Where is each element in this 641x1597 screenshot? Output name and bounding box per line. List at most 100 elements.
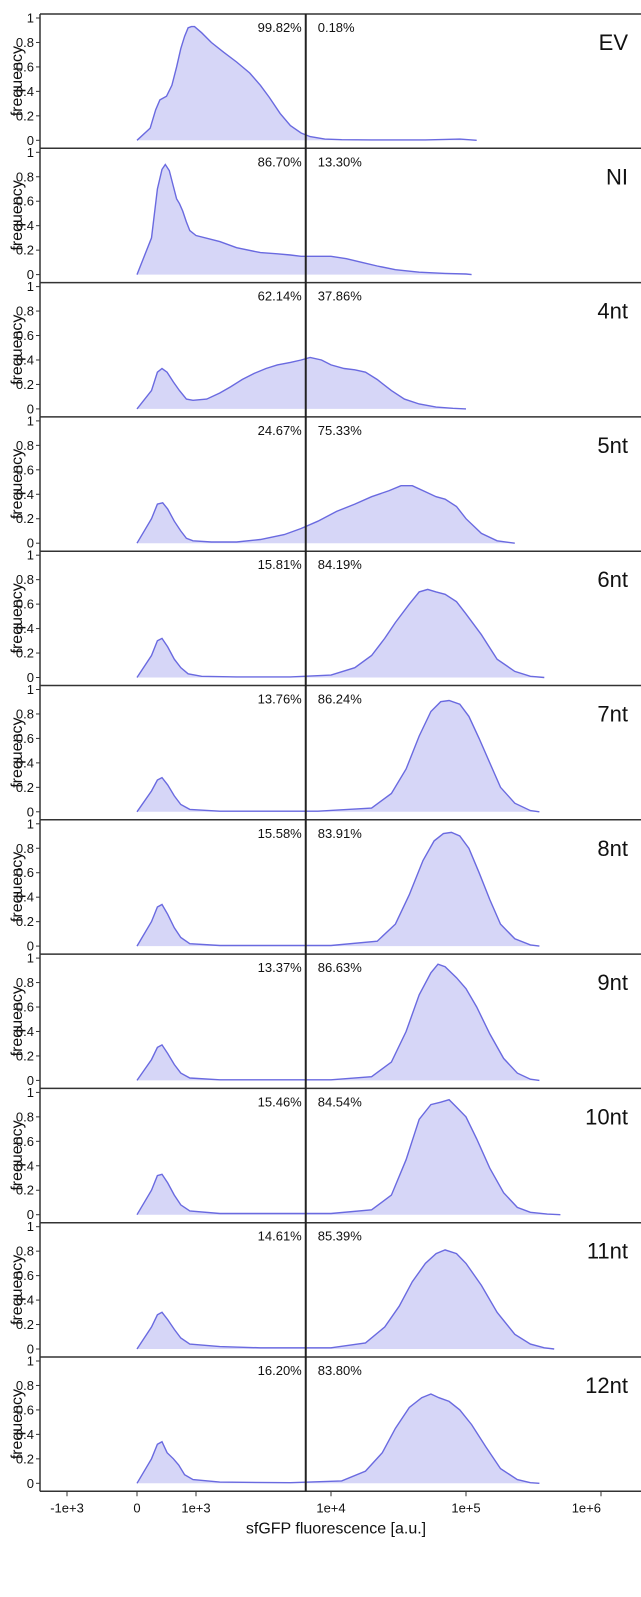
panel-11nt: 0 0.2 0.4 0.6 0.8 1 frequency 14.61% 85.39% 11nt [9,1219,641,1357]
panel-label: 4nt [597,299,628,324]
histogram-fill [137,26,477,141]
y-tick-label: 1 [27,951,34,966]
y-tick-label: 0.2 [16,108,34,123]
y-tick-label: 0.4 [16,352,34,367]
y-tick-label: 0 [27,1207,34,1222]
y-tick-label: 0.2 [16,646,34,661]
panel-label: 10nt [585,1104,628,1129]
left-gate-percent: 62.14% [258,289,303,304]
y-tick-label: 1 [27,1354,34,1369]
histogram-line [136,25,477,141]
y-tick-label: 0.6 [16,597,34,612]
y-tick-label: 0.2 [16,243,34,258]
histogram-fill [137,589,545,678]
histogram-fill [137,964,540,1081]
y-tick-label: 0.8 [16,169,34,184]
right-gate-percent: 13.30% [318,154,363,169]
histogram-fill [137,832,540,947]
y-tick-label: 0.4 [16,218,34,233]
y-tick-label: 1 [27,413,34,428]
y-tick-label: 0.6 [16,194,34,209]
x-tick-label: 1e+5 [451,1500,480,1515]
left-gate-percent: 15.81% [258,557,303,572]
panel-label: 11nt [587,1239,628,1264]
y-tick-label: 0.8 [16,975,34,990]
panel-4nt: 0 0.2 0.4 0.6 0.8 1 frequency 62.14% 37.86% 4nt [9,279,641,417]
y-tick-label: 0.2 [16,914,34,929]
right-gate-percent: 75.33% [318,423,363,438]
y-tick-label: 1 [27,682,34,697]
y-tick-label: 0 [27,670,34,685]
y-tick-label: 0.8 [16,1378,34,1393]
panel-5nt: 0 0.2 0.4 0.6 0.8 1 frequency 24.67% 75.33% 5nt [9,413,641,552]
right-gate-percent: 86.24% [318,692,363,707]
y-tick-label: 0.2 [16,377,34,392]
y-tick-label: 0.8 [16,35,34,50]
left-gate-percent: 86.70% [258,154,303,169]
y-tick-label: 0.4 [16,487,34,502]
x-tick-label: 1e+3 [181,1500,210,1515]
y-tick-label: 0 [27,804,34,819]
y-tick-label: 0.8 [16,841,34,856]
y-tick-label: 0.6 [16,328,34,343]
y-axis-label: frequency [9,1389,26,1459]
y-tick-label: 0.8 [16,572,34,587]
y-tick-label: 0.6 [16,1402,34,1417]
panel-EV: 0 0.2 0.4 0.6 0.8 1 frequency 99.82% 0.18% EV [9,11,641,149]
histogram-line [136,356,467,410]
x-tick-label: 1e+4 [316,1500,345,1515]
left-gate-percent: 14.61% [258,1229,303,1244]
x-axis-label: sfGFP fluorescence [a.u.] [246,1520,426,1537]
panel-label: 7nt [597,702,628,727]
y-axis-label: frequency [9,583,26,653]
y-tick-label: 0 [27,133,34,148]
y-tick-label: 0.2 [16,1317,34,1332]
panel-10nt: 0 0.2 0.4 0.6 0.8 1 frequency 15.46% 84.54% 10nt [9,1085,641,1223]
right-gate-percent: 86.63% [318,960,363,975]
right-gate-percent: 84.19% [318,557,363,572]
histogram-fill [137,1394,540,1484]
panel-label: 12nt [585,1373,628,1398]
panel-6nt: 0 0.2 0.4 0.6 0.8 1 frequency 15.81% 84.19% 6nt [9,548,641,686]
y-tick-label: 0 [27,1073,34,1088]
y-tick-label: 0.6 [16,731,34,746]
y-tick-label: 0 [27,267,34,282]
y-tick-label: 0.2 [16,1451,34,1466]
y-tick-label: 1 [27,11,34,26]
histogram-line [136,699,540,813]
y-tick-label: 1 [27,145,34,160]
y-tick-label: 1 [27,548,34,563]
left-gate-percent: 15.46% [258,1094,303,1109]
y-tick-label: 0 [27,939,34,954]
y-tick-label: 0.6 [16,462,34,477]
y-tick-label: 0.4 [16,1158,34,1173]
x-axis: -1e+3 0 1e+3 1e+4 1e+5 1e+6 [50,1491,602,1515]
panel-label: NI [606,164,628,189]
right-gate-percent: 83.91% [318,826,363,841]
x-tick-label: 1e+6 [572,1500,601,1515]
y-axis-label: frequency [9,718,26,788]
histogram-fill [137,357,466,409]
y-tick-label: 0.2 [16,780,34,795]
y-tick-label: 0.4 [16,890,34,905]
histogram-line [136,1393,540,1484]
histogram-line [136,1098,561,1216]
y-tick-label: 0 [27,1476,34,1491]
y-tick-label: 0.6 [16,1134,34,1149]
panel-label: 9nt [597,970,628,995]
y-tick-label: 0.2 [16,1183,34,1198]
y-tick-label: 1 [27,1085,34,1100]
y-axis-label: frequency [9,180,26,250]
histogram-fill [137,164,472,275]
panels-layer: 0 0.2 0.4 0.6 0.8 1 frequency 99.82% 0.18% EV 0 0.2… [9,11,641,1493]
y-tick-label: 0 [27,401,34,416]
y-axis-label: frequency [9,1120,26,1190]
panel-12nt: 0 0.2 0.4 0.6 0.8 1 frequency 16.20% 83.80% 12nt [9,1354,641,1493]
panel-label: 5nt [597,433,628,458]
y-axis-label: frequency [9,986,26,1056]
histogram-fill [137,1099,561,1215]
y-tick-label: 0.4 [16,1024,34,1039]
panel-label: EV [599,30,629,55]
histogram-fill [137,1249,555,1349]
